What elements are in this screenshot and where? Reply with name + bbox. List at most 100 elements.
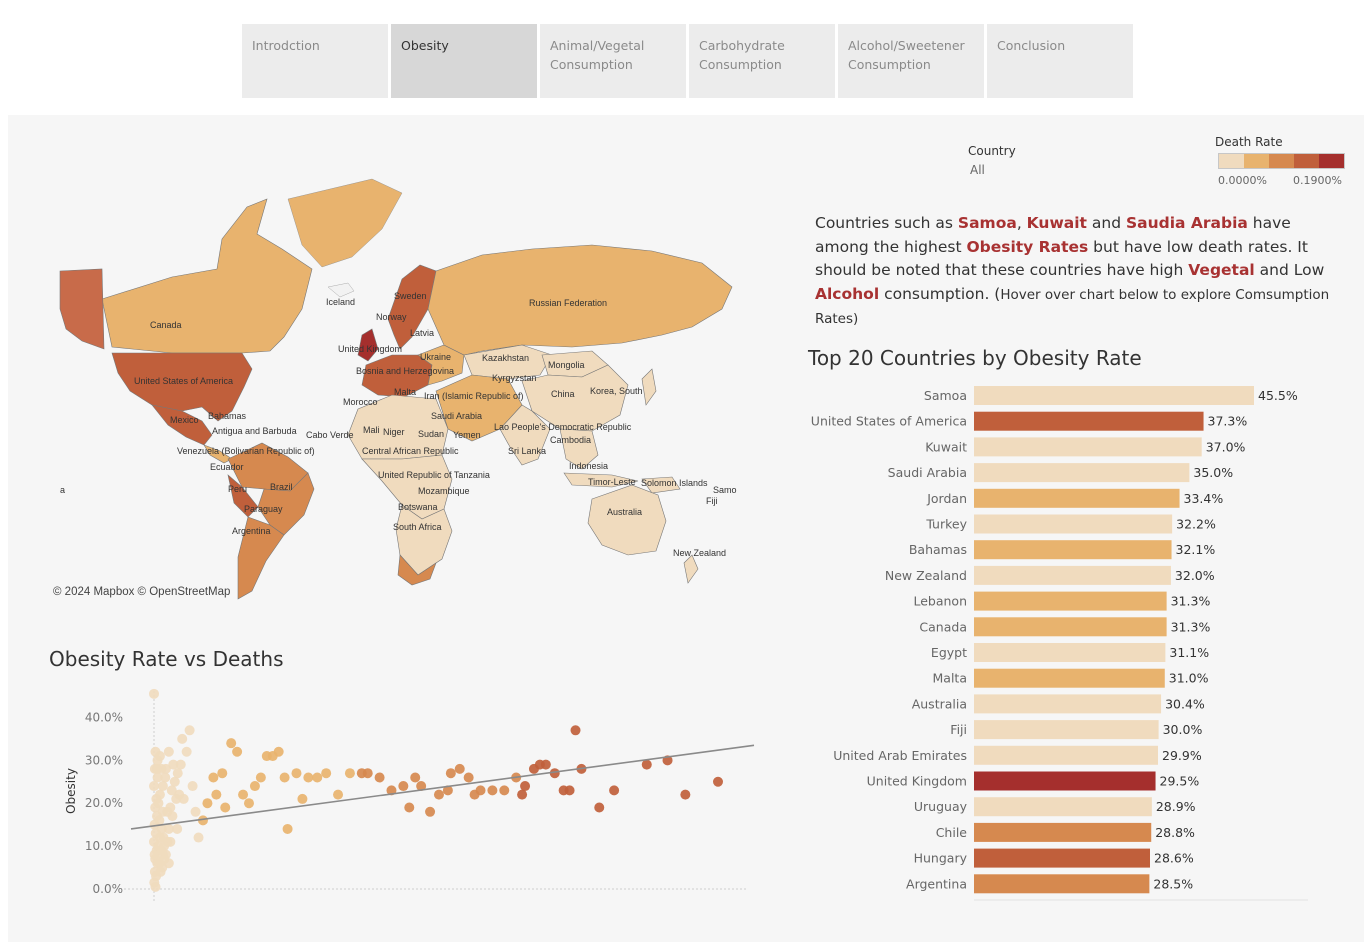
map-country-peru[interactable]	[227, 474, 259, 518]
scatter-point[interactable]	[190, 806, 201, 817]
bar[interactable]	[974, 463, 1190, 483]
scatter-point[interactable]	[425, 806, 436, 817]
scatter-point[interactable]	[374, 772, 385, 783]
scatter-point[interactable]	[249, 781, 260, 792]
scatter-point[interactable]	[564, 785, 575, 796]
tab-introduction[interactable]: Introdction	[242, 24, 388, 98]
scatter-point[interactable]	[344, 768, 355, 779]
map-country-mexico[interactable]	[151, 404, 213, 446]
scatter-point[interactable]	[454, 763, 465, 774]
scatter-point[interactable]	[226, 738, 237, 749]
bar[interactable]	[974, 797, 1152, 817]
map-country-new-zealand[interactable]	[683, 554, 699, 584]
scatter-point[interactable]	[160, 763, 171, 774]
scatter-point[interactable]	[211, 789, 222, 800]
scatter-point[interactable]	[163, 746, 174, 757]
scatter-point[interactable]	[713, 776, 723, 787]
scatter-point[interactable]	[282, 823, 293, 834]
scatter-point[interactable]	[312, 772, 323, 783]
scatter-point[interactable]	[404, 802, 415, 813]
scatter-point[interactable]	[168, 759, 179, 770]
map-country-china[interactable]	[521, 364, 629, 432]
scatter-point[interactable]	[149, 688, 159, 699]
scatter-point[interactable]	[333, 789, 344, 800]
scatter-point[interactable]	[184, 725, 195, 736]
bar[interactable]	[974, 411, 1204, 431]
map-country-canada[interactable]	[101, 198, 313, 354]
scatter-point[interactable]	[463, 772, 474, 783]
scatter-point[interactable]	[641, 759, 652, 770]
scatter-point[interactable]	[160, 849, 171, 860]
bar[interactable]	[974, 668, 1165, 688]
scatter-point[interactable]	[151, 763, 162, 774]
map-region-central-america[interactable]	[203, 444, 233, 464]
scatter-point[interactable]	[232, 746, 243, 757]
scatter-point[interactable]	[178, 793, 189, 804]
scatter-point[interactable]	[175, 759, 186, 770]
scatter-point[interactable]	[177, 733, 188, 744]
scatter-point[interactable]	[156, 823, 167, 834]
top-20-obesity-bar-chart[interactable]: Samoa 45.5% United States of America 37.3% K…	[808, 381, 1328, 906]
scatter-point[interactable]	[238, 789, 249, 800]
bar[interactable]	[974, 617, 1167, 637]
bar[interactable]	[974, 514, 1173, 534]
bar[interactable]	[974, 386, 1254, 405]
scatter-point[interactable]	[157, 781, 168, 792]
scatter-point[interactable]	[167, 811, 178, 822]
map-country-greenland[interactable]	[287, 178, 403, 268]
scatter-point[interactable]	[149, 781, 159, 792]
bar[interactable]	[974, 540, 1172, 560]
scatter-point[interactable]	[172, 823, 183, 834]
scatter-point[interactable]	[163, 823, 174, 834]
scatter-point[interactable]	[520, 781, 531, 792]
bar[interactable]	[974, 848, 1150, 868]
scatter-point[interactable]	[487, 785, 498, 796]
scatter-point[interactable]	[160, 772, 171, 783]
scatter-point[interactable]	[517, 789, 528, 800]
scatter-point[interactable]	[291, 768, 302, 779]
map-country-brazil[interactable]	[257, 472, 315, 536]
bar[interactable]	[974, 822, 1152, 842]
bar[interactable]	[974, 488, 1180, 508]
map-country-australia[interactable]	[587, 484, 667, 556]
scatter-point[interactable]	[243, 798, 254, 809]
map-region-india[interactable]	[499, 404, 551, 466]
bar[interactable]	[974, 694, 1162, 714]
map-region-southeast-asia[interactable]	[559, 428, 599, 470]
scatter-point[interactable]	[680, 789, 691, 800]
scatter-point[interactable]	[416, 781, 427, 792]
scatter-point[interactable]	[163, 858, 174, 869]
bar[interactable]	[974, 874, 1150, 894]
map-country-russian-federation[interactable]	[427, 244, 733, 356]
bar[interactable]	[974, 643, 1166, 662]
scatter-point[interactable]	[154, 815, 165, 826]
map-region-papua[interactable]	[641, 476, 681, 494]
scatter-point[interactable]	[202, 798, 213, 809]
scatter-point[interactable]	[159, 841, 170, 852]
scatter-point[interactable]	[445, 768, 456, 779]
scatter-point[interactable]	[540, 759, 551, 770]
scatter-point[interactable]	[197, 815, 208, 826]
scatter-point[interactable]	[609, 785, 620, 796]
map-country-alaska[interactable]	[59, 268, 105, 350]
scatter-point[interactable]	[187, 781, 198, 792]
scatter-point[interactable]	[154, 751, 165, 762]
bar[interactable]	[974, 565, 1171, 585]
scatter-point[interactable]	[570, 725, 581, 736]
map-region-southern-africa[interactable]	[395, 504, 453, 576]
scatter-point[interactable]	[273, 746, 284, 757]
tab-conclusion[interactable]: Conclusion	[987, 24, 1133, 98]
scatter-point[interactable]	[220, 802, 231, 813]
scatter-point[interactable]	[303, 772, 314, 783]
scatter-point[interactable]	[255, 772, 266, 783]
scatter-point[interactable]	[193, 832, 204, 843]
scatter-point[interactable]	[217, 768, 228, 779]
map-country-iceland[interactable]	[327, 282, 355, 298]
bar[interactable]	[974, 437, 1202, 457]
map-country-south-africa[interactable]	[397, 554, 437, 586]
tab-animal-vegetal-consumption[interactable]: Animal/Vegetal Consumption	[540, 24, 686, 98]
scatter-point[interactable]	[549, 768, 560, 779]
scatter-point[interactable]	[157, 806, 168, 817]
world-map[interactable]: Canada United States of America Mexico B…	[52, 159, 742, 609]
obesity-vs-deaths-scatter[interactable]: 0.0% 10.0% 20.0% 30.0% 40.0% Obesity	[48, 681, 768, 931]
